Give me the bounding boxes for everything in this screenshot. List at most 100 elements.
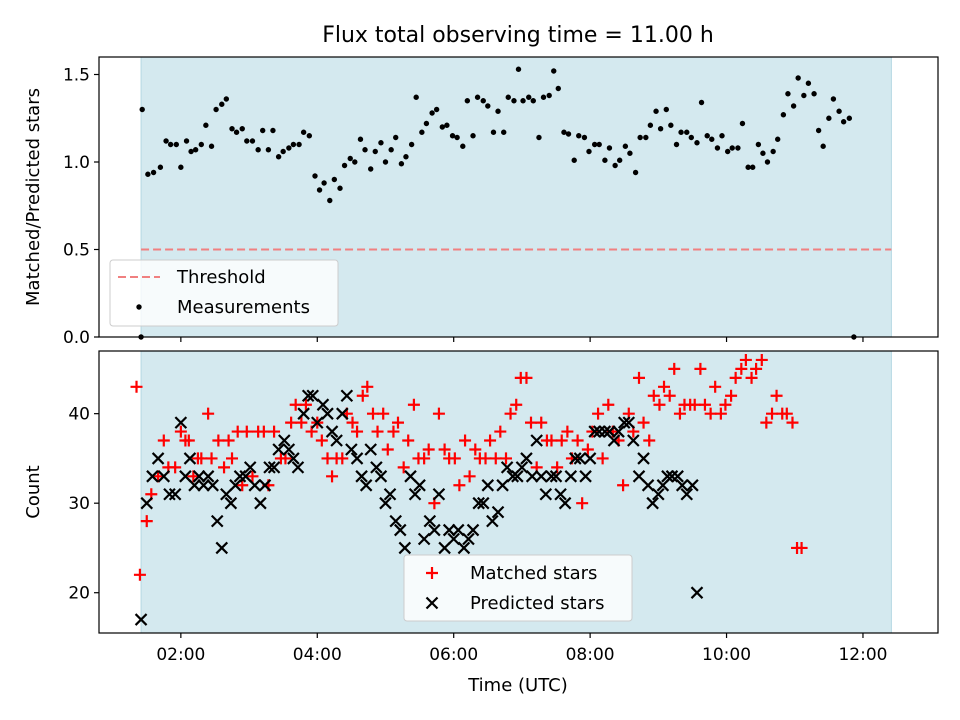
measurement-point xyxy=(551,68,557,74)
predicted-stars-point xyxy=(520,452,533,465)
matched-stars-point xyxy=(499,452,512,465)
matched-stars-point xyxy=(218,461,231,474)
matched-stars-point xyxy=(647,389,660,402)
measurement-point xyxy=(265,147,272,153)
top-chart-title: Flux total observing time = 11.00 h xyxy=(322,23,714,48)
matched-stars-point xyxy=(130,380,143,393)
matched-stars-point xyxy=(174,425,187,438)
measurement-point xyxy=(515,66,522,72)
predicted-stars-point xyxy=(481,479,495,492)
predicted-stars-point xyxy=(680,487,694,501)
predicted-stars-point xyxy=(646,496,659,510)
predicted-stars-point xyxy=(383,487,397,501)
predicted-stars-point xyxy=(534,470,548,483)
predicted-stars-point xyxy=(229,479,242,492)
matched-stars-point xyxy=(729,371,742,384)
predicted-stars-point xyxy=(417,532,431,546)
predicted-stars-point xyxy=(413,479,426,492)
predicted-stars-point xyxy=(661,470,674,483)
predicted-stars-point xyxy=(306,389,320,403)
matched-stars-point xyxy=(555,434,568,447)
measurement-point xyxy=(296,141,302,148)
matched-stars-point xyxy=(795,541,808,554)
matched-stars-point xyxy=(438,443,451,456)
predicted-stars-point xyxy=(140,496,154,510)
measurement-point xyxy=(139,106,145,113)
predicted-stars-point xyxy=(637,452,650,465)
x-tick-label: 06:00 xyxy=(429,645,478,665)
matched-stars-point xyxy=(766,407,779,420)
matched-stars-point xyxy=(336,452,349,465)
matched-stars-point xyxy=(157,434,170,447)
measurement-point xyxy=(331,176,338,183)
bottom-series-matched-stars xyxy=(130,353,808,581)
predicted-stars-point xyxy=(398,541,412,555)
measurement-point xyxy=(586,148,592,155)
legend-measurements-label: Measurements xyxy=(177,297,310,318)
measurement-point xyxy=(413,94,419,100)
predicted-stars-point xyxy=(665,470,679,483)
measurement-point xyxy=(530,98,536,104)
matched-stars-point xyxy=(285,416,298,429)
measurement-point xyxy=(840,119,847,125)
predicted-stars-point xyxy=(224,496,238,510)
measurement-point xyxy=(393,134,399,141)
predicted-stars-point xyxy=(364,443,377,456)
measurement-point xyxy=(694,140,700,146)
measurement-point xyxy=(820,143,826,149)
predicted-stars-point xyxy=(564,470,578,483)
measurement-point xyxy=(657,126,664,132)
measurement-point xyxy=(316,187,323,193)
matched-stars-point xyxy=(484,434,497,447)
predicted-stars-point xyxy=(215,541,229,555)
measurement-point xyxy=(526,94,532,100)
measurement-point xyxy=(836,108,842,114)
measurement-point xyxy=(591,141,598,148)
measurement-point xyxy=(388,147,394,153)
predicted-stars-point xyxy=(345,443,358,456)
predicted-stars-point xyxy=(374,470,388,483)
predicted-stars-point xyxy=(558,496,572,510)
measurement-point xyxy=(439,124,446,130)
matched-stars-point xyxy=(576,497,589,510)
matched-stars-point xyxy=(586,425,599,438)
measurement-point xyxy=(546,92,552,99)
x-tick-label: 12:00 xyxy=(838,645,887,665)
measurement-point xyxy=(244,138,250,144)
predicted-stars-point xyxy=(254,496,267,510)
predicted-stars-point xyxy=(690,586,704,599)
measurement-point xyxy=(606,145,613,151)
measurement-point xyxy=(520,98,526,104)
predicted-stars-point xyxy=(192,470,206,483)
legend-box xyxy=(109,259,339,327)
predicted-stars-point xyxy=(188,479,201,492)
measurement-point xyxy=(382,159,389,165)
predicted-stars-point xyxy=(442,523,456,537)
top-y-tick-label: 0.5 xyxy=(63,241,90,261)
measurement-point xyxy=(157,164,164,170)
matched-stars-point xyxy=(525,416,538,429)
predicted-stars-point xyxy=(393,523,407,537)
top-y-tick-label: 1.5 xyxy=(63,66,90,86)
predicted-stars-point xyxy=(641,479,655,492)
measurement-point xyxy=(581,134,588,141)
bottom-y-tick-label: 40 xyxy=(68,405,90,425)
measurement-point xyxy=(729,145,735,151)
matched-stars-point xyxy=(760,416,773,429)
predicted-stars-point xyxy=(476,496,490,510)
top-axes-frame xyxy=(98,56,939,338)
measurement-point xyxy=(306,133,313,139)
measurement-point xyxy=(688,134,695,141)
matched-stars-point xyxy=(187,470,200,483)
matched-stars-point xyxy=(377,407,390,420)
matched-stars-point xyxy=(361,380,374,393)
matched-stars-point xyxy=(246,470,259,483)
top-legend: Threshold Measurements xyxy=(109,259,339,327)
measurement-point xyxy=(724,148,731,155)
measurement-point xyxy=(419,129,425,135)
bottom-x-axis-label: Time (UTC) xyxy=(467,675,568,696)
matched-stars-point xyxy=(561,425,574,438)
matched-stars-point xyxy=(205,452,218,465)
matched-stars-point xyxy=(494,425,507,438)
predicted-stars-point xyxy=(627,434,640,447)
